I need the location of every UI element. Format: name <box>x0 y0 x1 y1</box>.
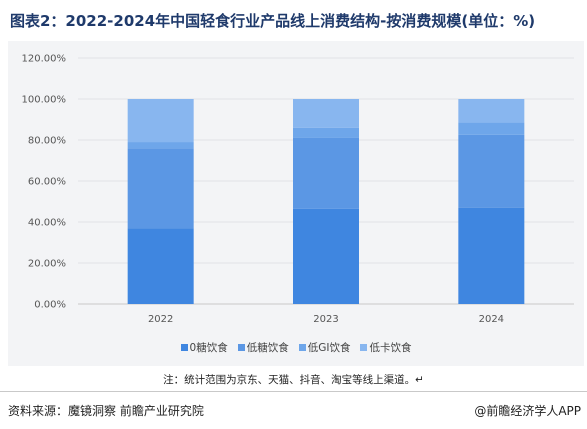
stacked-bar-chart: 0.00% 20.00% 40.00% 60.00% 80.00% 100.00% 120.… <box>22 54 574 325</box>
legend-item: 低GI饮食 <box>298 340 351 355</box>
y-tick-label: 0.00% <box>34 300 66 311</box>
bar-segment <box>127 228 194 304</box>
legend-label: 低GI饮食 <box>307 342 351 354</box>
y-tick-label: 20.00% <box>28 259 66 270</box>
legend-label: 低糖饮食 <box>246 342 289 354</box>
bar-segment <box>458 122 525 135</box>
credit-text: @前瞻经济学人APP <box>474 404 581 418</box>
bar-segment <box>127 148 194 229</box>
legend-item: 0糖饮食 <box>180 340 228 355</box>
bar-segment <box>127 142 194 149</box>
y-tick-label: 40.00% <box>28 218 66 229</box>
legend-swatch <box>237 344 245 351</box>
legend-swatch <box>360 344 368 351</box>
legend-label: 0糖饮食 <box>189 342 228 354</box>
legend-swatch <box>298 344 306 351</box>
legend-swatch <box>180 344 188 351</box>
y-tick-label: 100.00% <box>22 95 67 106</box>
x-tick-label: 2024 <box>479 314 504 325</box>
legend: 0糖饮食 低糖饮食 低GI饮食 低卡饮食 <box>8 340 584 355</box>
bar-segment <box>127 99 194 143</box>
x-tick-label: 2023 <box>313 314 338 325</box>
bar-segment <box>293 137 359 209</box>
bar-segment <box>458 207 525 304</box>
chart-panel: 0.00% 20.00% 40.00% 60.00% 80.00% 100.00% 120.… <box>8 41 584 366</box>
legend-item: 低糖饮食 <box>237 340 289 355</box>
y-tick-label: 120.00% <box>22 54 67 65</box>
chart-title: 图表2：2022-2024年中国轻食行业产品线上消费结构-按消费规模(单位：%) <box>10 12 536 30</box>
bar-segment <box>458 134 525 208</box>
source-text: 资料来源：魔镜洞察 前瞻产业研究院 <box>8 404 204 418</box>
y-tick-label: 60.00% <box>28 177 66 188</box>
footnote: 注：统计范围为京东、天猫、抖音、淘宝等线上渠道。↵ <box>163 374 424 386</box>
divider <box>0 391 587 392</box>
legend-item: 低卡饮食 <box>360 340 411 355</box>
y-tick-label: 80.00% <box>28 136 66 147</box>
bar-segment <box>293 127 359 138</box>
bar-segment <box>458 99 525 123</box>
bar-segment <box>293 99 359 128</box>
bar-segment <box>293 208 359 304</box>
x-tick-label: 2022 <box>148 314 173 325</box>
legend-label: 低卡饮食 <box>369 342 412 354</box>
